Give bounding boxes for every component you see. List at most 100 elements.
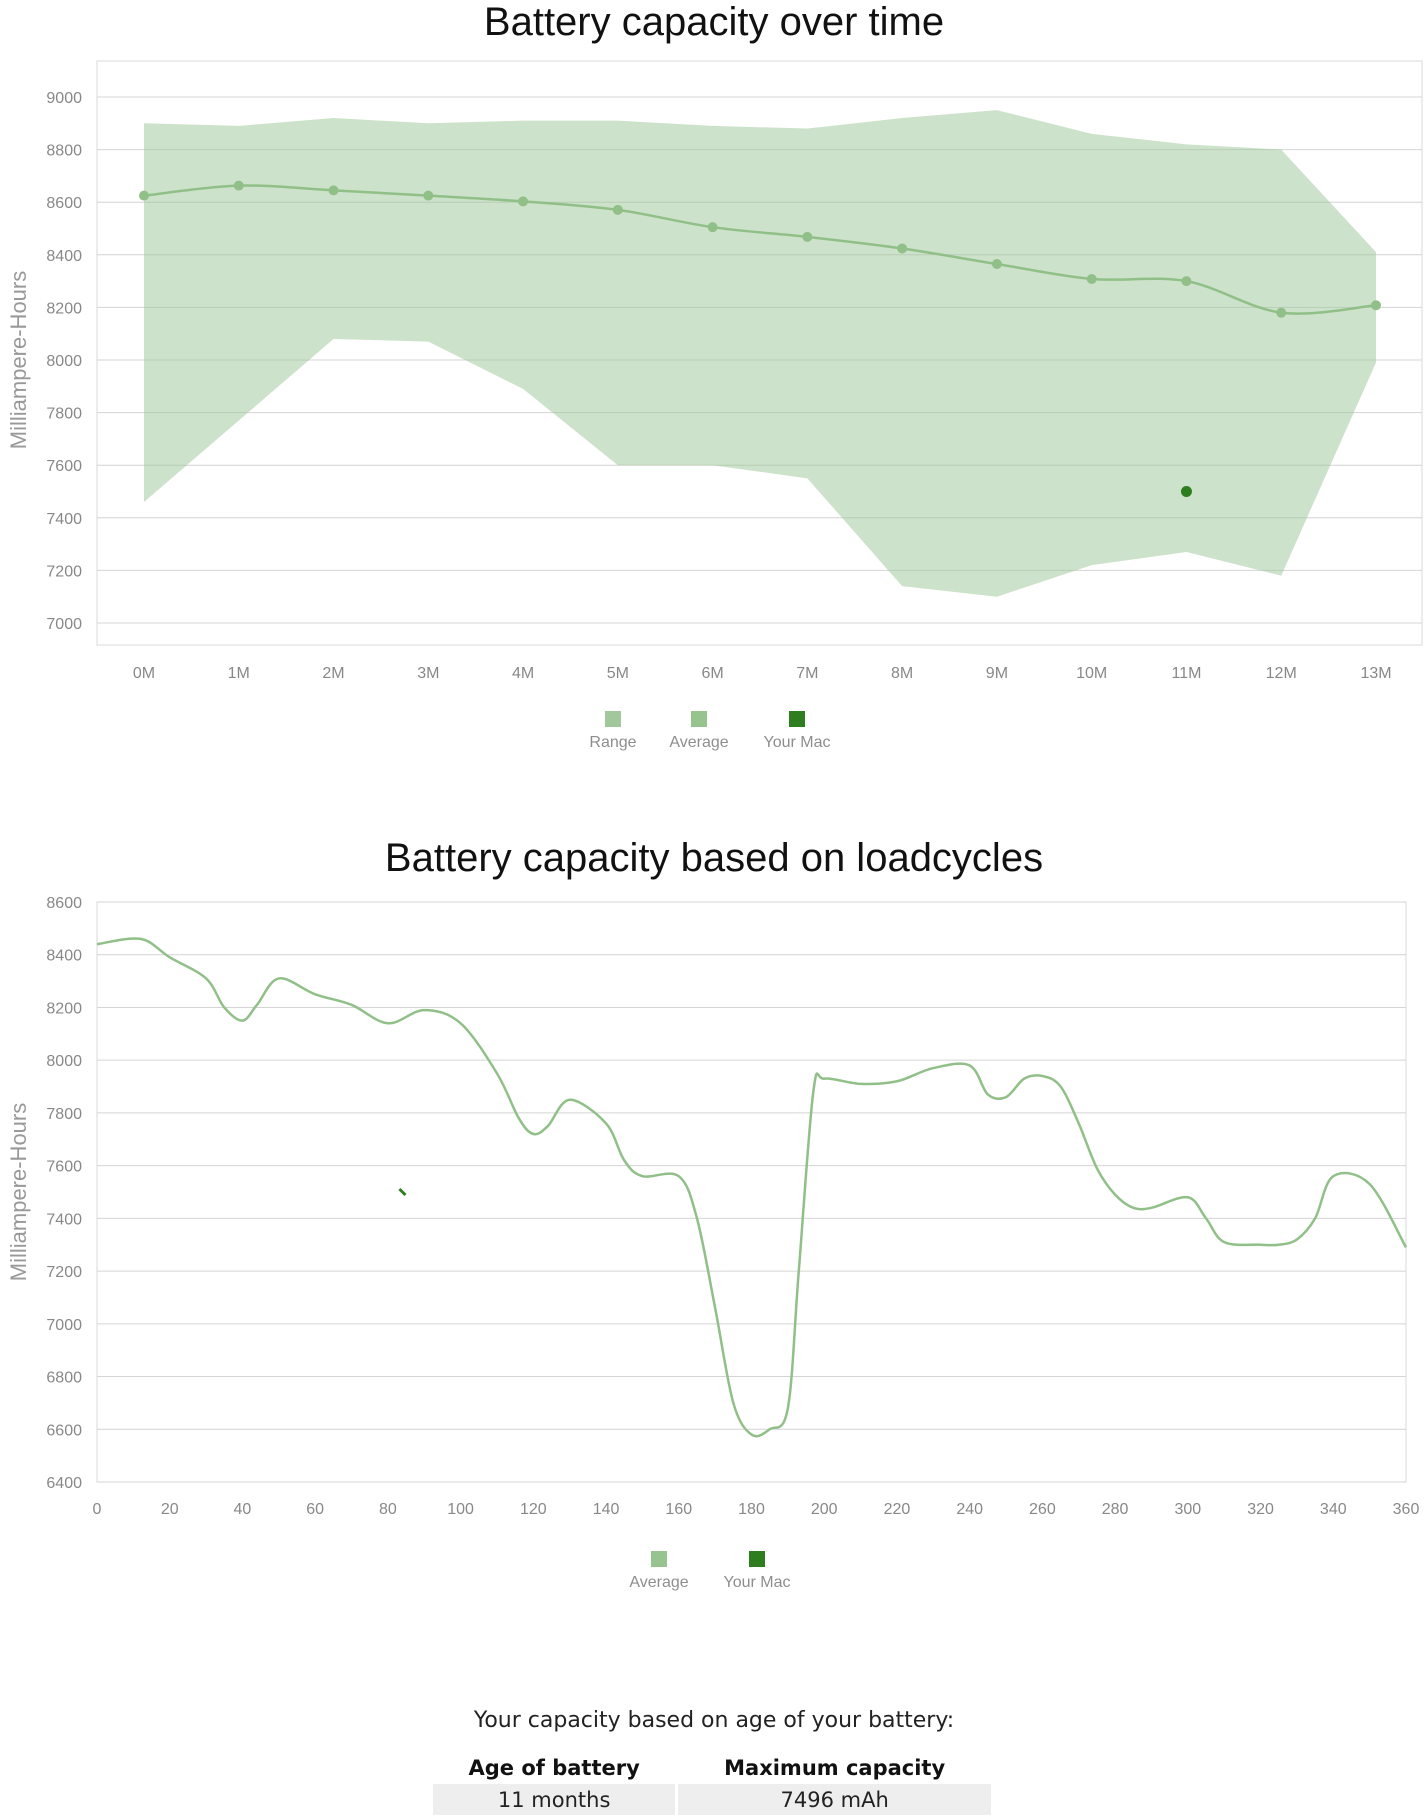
chart1-range-area [144,110,1376,597]
chart1-average-point [1181,276,1192,287]
chart1-xtick-label: 13M [1360,665,1391,682]
summary-heading: Your capacity based on age of your batte… [473,1708,955,1733]
chart2-ytick-label: 7200 [46,1264,82,1281]
chart1-ytick-label: 8600 [46,195,82,212]
chart2-ytick-label: 6600 [46,1422,82,1439]
chart2-xtick-label: 140 [593,1501,620,1518]
chart1-xtick-label: 2M [322,665,344,682]
chart1-xtick-label: 3M [417,665,439,682]
chart2-ytick-label: 8200 [46,1000,82,1017]
chart1-average-point [991,259,1002,270]
chart1-xtick-label: 11M [1171,665,1201,682]
chart2-legend-swatch [651,1551,667,1567]
chart1-average-point [1276,307,1287,318]
chart1-xtick-label: 0M [133,665,155,682]
chart2-ytick-label: 8400 [46,948,82,965]
chart2-xtick-label: 40 [234,1501,252,1518]
chart1-y-axis-label: Milliampere-Hours [6,271,31,449]
chart2-xtick-label: 300 [1174,1501,1201,1518]
chart2-ytick-label: 7800 [46,1106,82,1123]
chart1-average-point [518,196,529,207]
chart2-average-line [96,937,1408,1438]
chart2-xtick-label: 200 [811,1501,838,1518]
chart1-ytick-label: 7600 [46,458,82,475]
chart2-your-mac-point [398,1187,407,1197]
chart2-xtick-label: 100 [447,1501,474,1518]
chart2-ytick-label: 7400 [46,1211,82,1228]
chart1-ytick-label: 7200 [46,563,82,580]
chart1-ytick-label: 8000 [46,353,82,370]
chart1-your-mac-point [1180,486,1192,497]
chart1-ytick-label: 7800 [46,406,82,423]
chart1-average-point [139,190,149,201]
chart2-ytick-label: 8600 [46,895,82,912]
chart2-legend-label: Your Mac [724,1574,791,1591]
chart2-xtick-label: 240 [956,1501,983,1518]
chart1-legend-label: Range [589,734,636,751]
chart2-ytick-label: 6400 [46,1475,82,1492]
chart2-xtick-label: 120 [520,1501,547,1518]
chart1-average-point [707,222,718,233]
summary-value-row: 11 months 7496 mAh [433,1784,991,1815]
chart2-ytick-label: 7000 [46,1317,82,1334]
chart2-xtick-label: 260 [1029,1501,1056,1518]
chart1-average-point [423,190,434,201]
chart2-xtick-label: 80 [379,1501,397,1518]
chart1-title: Battery capacity over time [483,0,945,44]
chart1-ytick-label: 9000 [46,90,82,107]
chart1-average-point [612,204,623,215]
chart2-legend-swatch [749,1551,765,1567]
chart1-xtick-label: 5M [607,665,629,682]
chart1-ytick-label: 7400 [46,511,82,528]
summary-col-age: Age of battery [468,1756,640,1780]
chart1-average-point [328,185,339,196]
chart2-xtick-label: 60 [306,1501,324,1518]
chart1-legend-label: Your Mac [764,734,831,751]
chart2-xtick-label: 20 [161,1501,179,1518]
chart2-xtick-label: 360 [1393,1501,1420,1518]
chart2-xtick-label: 280 [1102,1501,1129,1518]
summary-header-row: Age of battery Maximum capacity [433,1750,991,1784]
chart1-legend-swatch [789,711,805,727]
chart1-ytick-label: 7000 [46,616,82,633]
chart1-xtick-label: 4M [512,665,534,682]
chart1-ytick-label: 8200 [46,300,82,317]
chart2-ytick-label: 6800 [46,1370,82,1387]
summary-table: Age of battery Maximum capacity 11 month… [430,1750,994,1815]
chart1-xtick-label: 7M [796,665,818,682]
chart1-xtick-label: 1M [228,665,250,682]
chart1-xtick-label: 12M [1266,665,1297,682]
chart2-xtick-label: 320 [1247,1501,1274,1518]
chart2-title: Battery capacity based on loadcycles [384,836,1044,880]
chart1-svg: 7000 7200 7400 7600 7800 8000 8200 8400 8600 8800… [6,60,1423,751]
chart1-average-point [897,243,908,254]
chart1-plot-frame [96,60,1423,646]
chart2-xtick-label: 160 [665,1501,692,1518]
chart1-average-point [1371,300,1381,311]
chart1-legend-swatch [605,711,621,727]
chart2-y-axis-label: Milliampere-Hours [6,1103,31,1281]
chart1-xtick-label: 9M [986,665,1008,682]
chart1-average-point [1086,273,1097,284]
chart1-average-point [802,231,813,242]
chart1-average-point [233,180,244,191]
chart2-ytick-label: 8000 [46,1053,82,1070]
chart2-xtick-label: 340 [1320,1501,1347,1518]
chart2-xtick-label: 180 [738,1501,765,1518]
chart1-ytick-label: 8400 [46,248,82,265]
chart2-xtick-label: 220 [884,1501,911,1518]
chart1-xtick-label: 8M [891,665,913,682]
chart1-xtick-label: 6M [701,665,723,682]
chart2-xtick-label: 0 [93,1501,102,1518]
chart1-ytick-label: 8800 [46,143,82,160]
summary-col-capacity: Maximum capacity [724,1756,946,1780]
summary-age-value: 11 months [433,1784,676,1815]
chart1-xtick-label: 10M [1076,665,1107,682]
chart2-svg: 6400 6600 6800 7000 7200 7400 7600 7800 8000 8200… [6,895,1420,1591]
chart1-legend-swatch [691,711,707,727]
chart2-legend-label: Average [629,1574,688,1591]
chart1-legend-label: Average [669,734,728,751]
chart2-ytick-label: 7600 [46,1159,82,1176]
summary-capacity-value: 7496 mAh [678,1784,991,1815]
chart2-plot-frame [96,901,1407,1483]
